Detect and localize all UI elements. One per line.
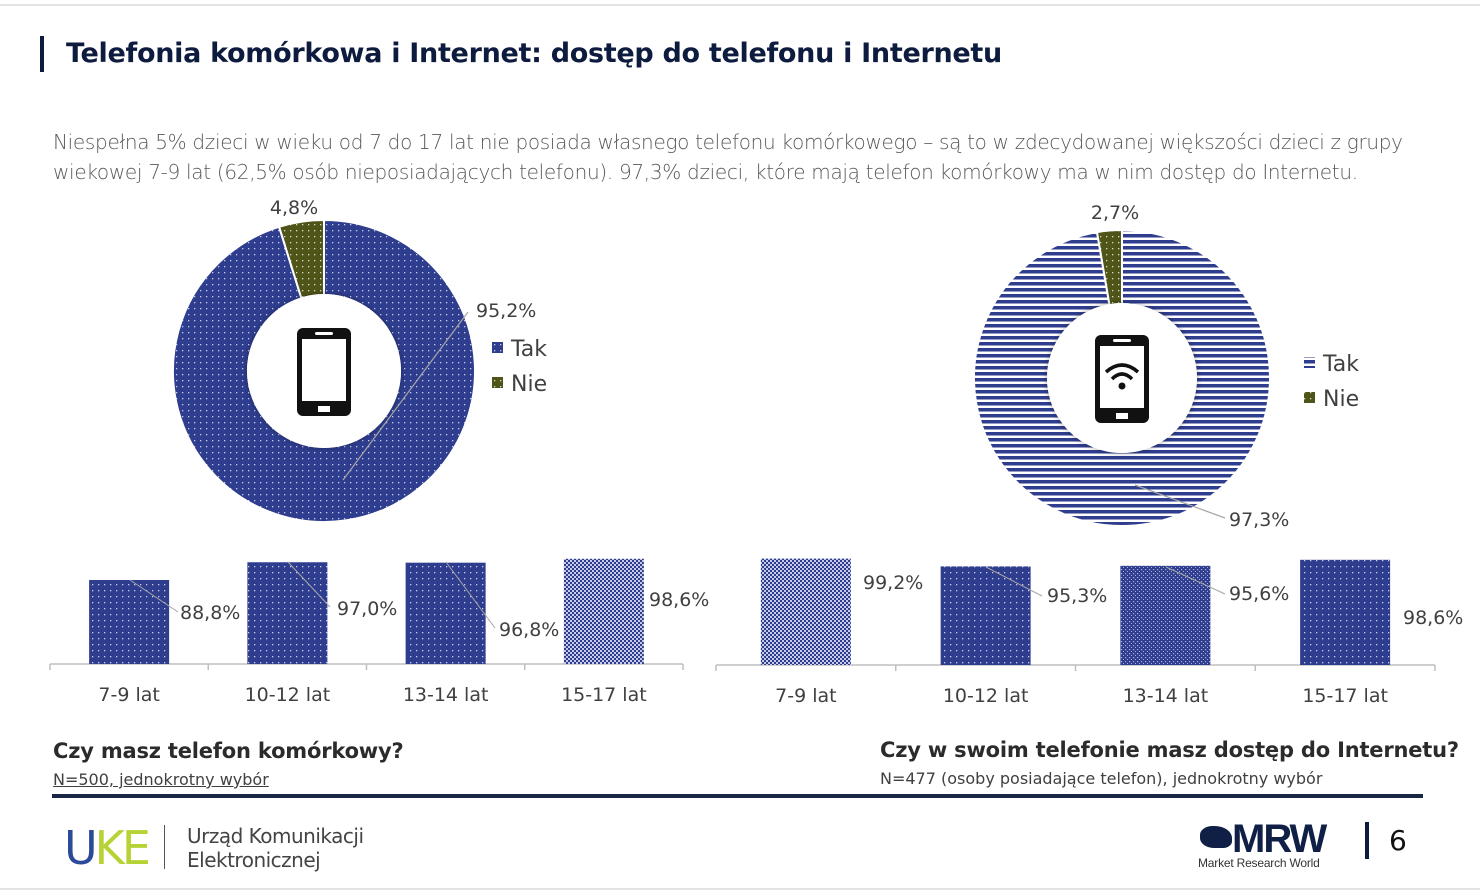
legend-label-tak: Tak	[510, 337, 547, 362]
leader-line	[1134, 484, 1226, 519]
leader-line	[985, 566, 1043, 597]
legend-label-nie: Nie	[511, 372, 547, 397]
logo-separator	[164, 825, 165, 869]
title-accent-bar	[40, 36, 44, 72]
wifi-dot	[1118, 382, 1126, 390]
bar	[89, 579, 170, 664]
x-tick-label: 10-12 lat	[245, 684, 331, 706]
wifi-arc	[1110, 372, 1134, 381]
leader-line	[342, 311, 469, 481]
data-label: 88,8%	[180, 602, 240, 624]
page-number-bar	[1365, 822, 1369, 859]
x-tick-label: 7-9 lat	[775, 685, 836, 707]
mrw-logo-subtitle: Market Research World	[1198, 856, 1320, 870]
data-label-nie: 4,8%	[270, 197, 318, 219]
leader-line	[287, 561, 331, 608]
x-tick-label: 7-9 lat	[98, 684, 159, 706]
uke-name: Urząd Komunikacji Elektronicznej	[187, 824, 364, 872]
mrw-logo: MRW Market Research World	[1198, 818, 1330, 870]
data-label-tak: 97,3%	[1229, 509, 1289, 531]
data-label-tak: 95,2%	[476, 300, 536, 322]
top-border	[0, 4, 1480, 6]
bar	[760, 558, 851, 665]
x-tick-label: 15-17 lat	[561, 684, 647, 706]
phone-screen	[302, 339, 346, 401]
legend-swatch-tak	[492, 342, 503, 353]
page-number: 6	[1389, 824, 1407, 857]
phone-speaker	[315, 332, 333, 335]
leader-line	[1165, 566, 1226, 595]
mrw-logo-text: MRW	[1232, 817, 1327, 861]
uke-name-line2: Elektronicznej	[187, 848, 321, 872]
legend-swatch-nie	[1304, 392, 1315, 403]
phone-button	[318, 406, 330, 412]
legend-swatch-nie	[492, 377, 503, 388]
x-tick-label: 15-17 lat	[1302, 685, 1388, 707]
uke-logo: UKE	[64, 821, 151, 875]
bar	[940, 566, 1031, 665]
page-title: Telefonia komórkowa i Internet: dostęp d…	[66, 38, 1002, 69]
wifi-arc	[1104, 363, 1140, 374]
legend-label-nie: Nie	[1323, 387, 1359, 412]
leader-line	[445, 561, 496, 629]
legend-label-tak: Tak	[1322, 352, 1359, 377]
question-internet: Czy w swoim telefonie masz dostęp do Int…	[880, 738, 1459, 762]
phone-screen	[1100, 346, 1144, 408]
smartphone-wifi-icon	[1095, 335, 1149, 423]
data-label: 98,6%	[649, 589, 709, 611]
bar	[563, 558, 644, 664]
phone-button	[1116, 413, 1128, 419]
sample-note-phone: N=500, jednokrotny wybór	[53, 770, 269, 789]
bar	[1300, 559, 1391, 665]
data-label: 97,0%	[337, 598, 397, 620]
sample-note-internet: N=477 (osoby posiadające telefon), jedno…	[880, 769, 1323, 788]
phone-speaker	[1113, 339, 1131, 342]
leader-line	[129, 579, 179, 613]
x-tick-label: 10-12 lat	[943, 685, 1029, 707]
bar	[405, 562, 486, 664]
bar	[247, 562, 328, 664]
smartphone-icon	[297, 328, 351, 416]
data-label: 98,6%	[1403, 607, 1463, 629]
uke-name-line1: Urząd Komunikacji	[187, 824, 364, 848]
europe-map-icon	[1200, 826, 1232, 848]
data-label: 99,2%	[863, 572, 923, 594]
data-label: 95,3%	[1047, 585, 1107, 607]
data-label: 96,8%	[499, 619, 559, 641]
data-label-nie: 2,7%	[1091, 202, 1139, 224]
question-phone: Czy masz telefon komórkowy?	[53, 739, 404, 763]
legend-swatch-tak	[1304, 357, 1315, 368]
x-tick-label: 13-14 lat	[403, 684, 489, 706]
data-label: 95,6%	[1229, 583, 1289, 605]
intro-paragraph: Niespełna 5% dzieci w wieku od 7 do 17 l…	[53, 130, 1403, 184]
footer-divider	[52, 794, 1423, 798]
bottom-border	[0, 888, 1480, 890]
bar	[1120, 565, 1211, 665]
x-tick-label: 13-14 lat	[1123, 685, 1209, 707]
